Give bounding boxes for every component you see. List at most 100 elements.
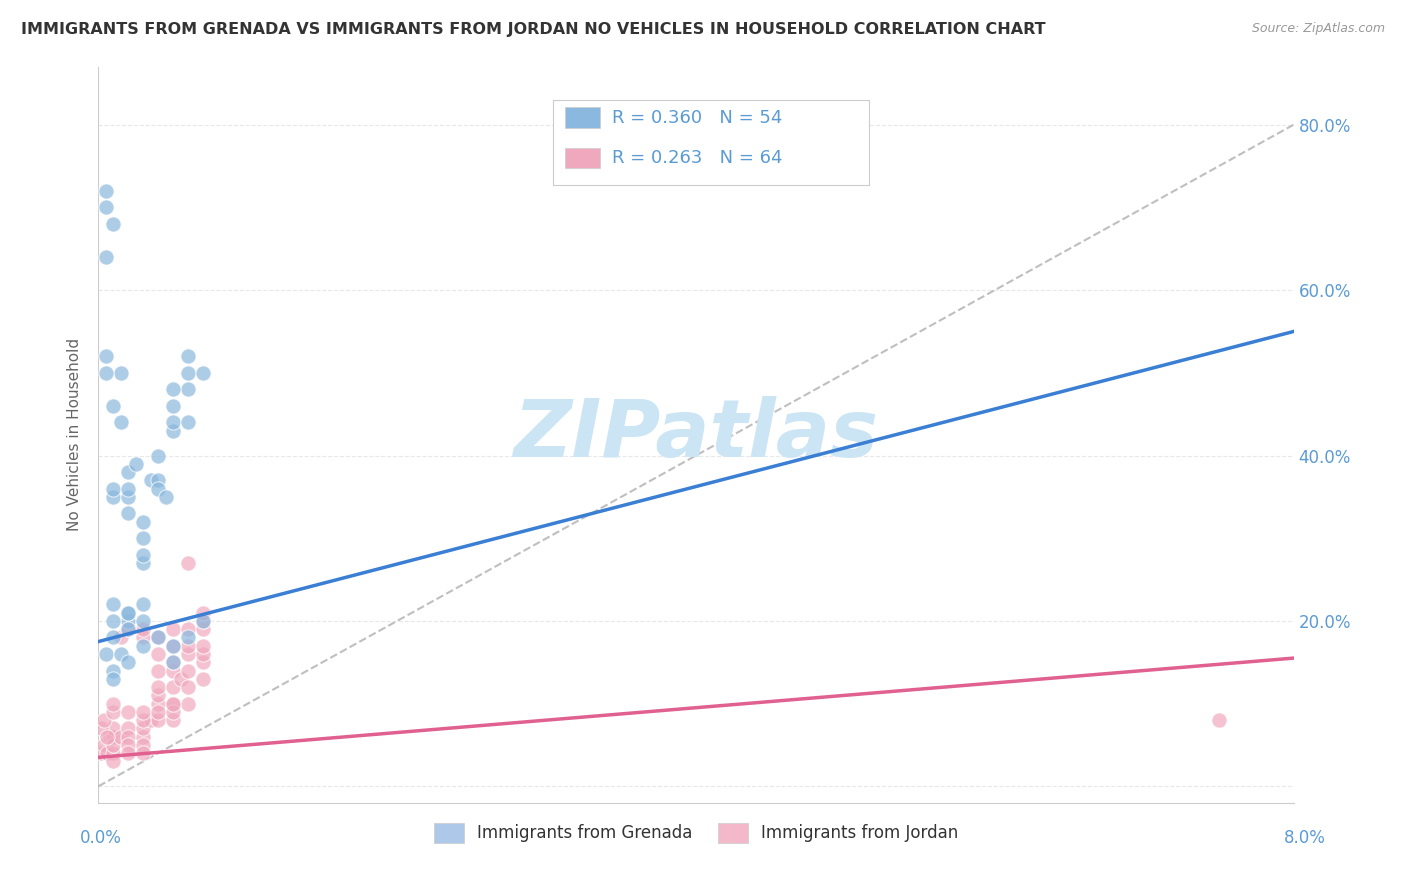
- Point: [93, 738, 115, 752]
- Point: [117, 738, 139, 752]
- Point: [191, 639, 214, 653]
- Point: [132, 705, 155, 719]
- Point: [177, 631, 200, 645]
- Point: [132, 556, 155, 570]
- Point: [148, 449, 170, 463]
- Point: [117, 606, 139, 620]
- Point: [103, 399, 125, 413]
- Point: [148, 631, 170, 645]
- Point: [117, 655, 139, 669]
- Text: R = 0.360   N = 54: R = 0.360 N = 54: [613, 109, 783, 127]
- Point: [162, 655, 184, 669]
- Point: [162, 697, 184, 711]
- Point: [117, 482, 139, 496]
- Point: [162, 639, 184, 653]
- Point: [177, 697, 200, 711]
- Point: [117, 746, 139, 760]
- Point: [132, 598, 155, 612]
- Point: [162, 424, 184, 438]
- Point: [117, 622, 139, 636]
- Point: [162, 655, 184, 669]
- Point: [94, 201, 117, 215]
- Point: [103, 722, 125, 736]
- Point: [103, 738, 125, 752]
- Point: [96, 746, 118, 760]
- Point: [177, 680, 200, 694]
- Point: [117, 722, 139, 736]
- Text: 8.0%: 8.0%: [1284, 829, 1326, 847]
- Point: [103, 614, 125, 628]
- Point: [117, 705, 139, 719]
- Point: [117, 490, 139, 504]
- Point: [132, 622, 155, 636]
- Point: [148, 713, 170, 727]
- Point: [103, 672, 125, 686]
- Point: [162, 416, 184, 430]
- Point: [103, 664, 125, 678]
- Point: [132, 548, 155, 562]
- Point: [110, 631, 132, 645]
- Point: [162, 705, 184, 719]
- Point: [191, 614, 214, 628]
- Point: [117, 622, 139, 636]
- Point: [117, 507, 139, 521]
- Point: [162, 713, 184, 727]
- Point: [148, 705, 170, 719]
- Point: [125, 457, 148, 471]
- Point: [155, 490, 177, 504]
- Point: [103, 482, 125, 496]
- Point: [162, 639, 184, 653]
- Point: [103, 730, 125, 744]
- Point: [94, 647, 117, 661]
- Legend: Immigrants from Grenada, Immigrants from Jordan: Immigrants from Grenada, Immigrants from…: [427, 816, 965, 850]
- Point: [132, 722, 155, 736]
- Point: [162, 399, 184, 413]
- Point: [117, 730, 139, 744]
- Bar: [565, 148, 600, 169]
- Point: [90, 746, 112, 760]
- Point: [103, 490, 125, 504]
- Point: [148, 631, 170, 645]
- Point: [177, 416, 200, 430]
- Text: 0.0%: 0.0%: [80, 829, 122, 847]
- Point: [110, 730, 132, 744]
- Point: [96, 730, 118, 744]
- Point: [191, 647, 214, 661]
- Point: [191, 606, 214, 620]
- Point: [177, 556, 200, 570]
- Point: [94, 349, 117, 363]
- Point: [162, 680, 184, 694]
- Point: [191, 655, 214, 669]
- Point: [103, 697, 125, 711]
- Point: [90, 722, 112, 736]
- Point: [103, 217, 125, 231]
- Point: [103, 755, 125, 769]
- Point: [117, 465, 139, 479]
- Point: [148, 473, 170, 487]
- Point: [162, 383, 184, 397]
- FancyBboxPatch shape: [553, 100, 869, 185]
- Bar: [565, 107, 600, 128]
- Point: [98, 730, 122, 744]
- Text: R = 0.263   N = 64: R = 0.263 N = 64: [613, 149, 783, 167]
- Point: [103, 705, 125, 719]
- Point: [132, 639, 155, 653]
- Point: [177, 383, 200, 397]
- Point: [191, 614, 214, 628]
- Point: [148, 697, 170, 711]
- Text: IMMIGRANTS FROM GRENADA VS IMMIGRANTS FROM JORDAN NO VEHICLES IN HOUSEHOLD CORRE: IMMIGRANTS FROM GRENADA VS IMMIGRANTS FR…: [21, 22, 1046, 37]
- Point: [162, 697, 184, 711]
- Point: [132, 515, 155, 529]
- Point: [117, 614, 139, 628]
- Point: [148, 664, 170, 678]
- Point: [110, 366, 132, 380]
- Point: [103, 598, 125, 612]
- Point: [162, 664, 184, 678]
- Point: [132, 738, 155, 752]
- Point: [177, 647, 200, 661]
- Point: [94, 250, 117, 264]
- Point: [139, 473, 162, 487]
- Point: [148, 688, 170, 702]
- Point: [103, 631, 125, 645]
- Point: [132, 614, 155, 628]
